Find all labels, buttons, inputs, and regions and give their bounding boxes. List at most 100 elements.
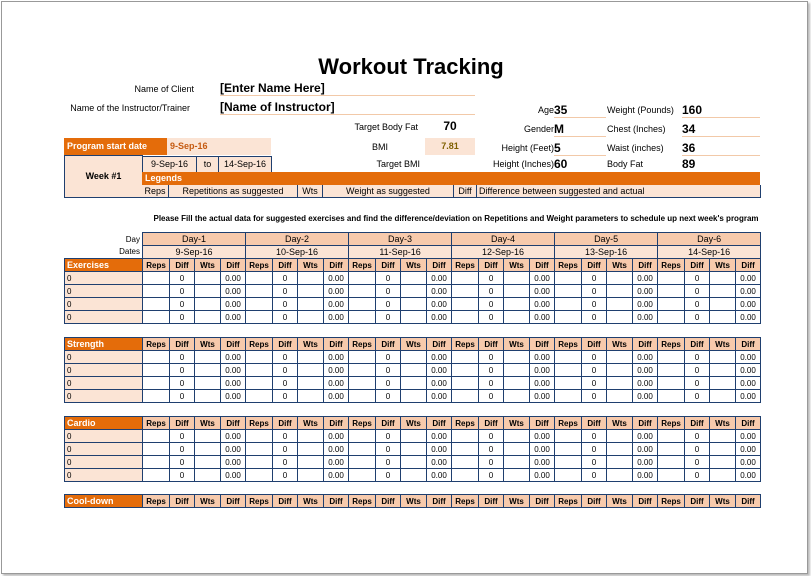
reps-cell[interactable] [554,376,582,390]
wts-cell[interactable] [606,284,634,298]
reps-cell[interactable] [348,468,376,482]
wts-cell[interactable] [503,389,530,403]
reps-cell[interactable] [657,376,685,390]
reps-cell[interactable] [142,363,170,377]
wts-cell[interactable] [400,455,427,469]
reps-cell[interactable] [348,363,376,377]
wts-cell[interactable] [297,310,325,324]
wts-cell[interactable] [194,297,221,311]
reps-cell[interactable] [657,363,685,377]
reps-cell[interactable] [451,468,479,482]
wts-cell[interactable] [400,350,427,364]
wts-cell[interactable] [297,350,324,364]
wts-cell[interactable] [297,429,324,443]
reps-cell[interactable] [348,429,376,443]
reps-cell[interactable] [142,271,170,285]
wts-cell[interactable] [606,376,633,390]
exercise-name-cell[interactable]: 0 [64,310,143,324]
exercise-name-cell[interactable]: 0 [64,284,143,298]
reps-cell[interactable] [451,429,479,443]
wts-cell[interactable] [503,455,530,469]
reps-cell[interactable] [554,310,583,324]
reps-cell[interactable] [657,455,685,469]
reps-cell[interactable] [245,350,273,364]
stat-value[interactable]: 5 [554,141,606,156]
reps-cell[interactable] [657,468,685,482]
wts-cell[interactable] [709,363,736,377]
wts-cell[interactable] [503,350,530,364]
wts-cell[interactable] [503,284,531,298]
reps-cell[interactable] [245,389,273,403]
wts-cell[interactable] [194,455,221,469]
reps-cell[interactable] [451,297,480,311]
wts-cell[interactable] [297,297,325,311]
reps-cell[interactable] [142,376,170,390]
reps-cell[interactable] [451,389,479,403]
wts-cell[interactable] [297,284,325,298]
wts-cell[interactable] [709,376,736,390]
wts-cell[interactable] [503,429,530,443]
week-to-date[interactable]: 14-Sep-16 [218,156,272,173]
client-name-field[interactable]: [Enter Name Here] [220,81,475,96]
exercise-name-cell[interactable]: 0 [64,271,143,285]
reps-cell[interactable] [245,376,273,390]
wts-cell[interactable] [606,297,634,311]
reps-cell[interactable] [451,363,479,377]
reps-cell[interactable] [657,350,685,364]
wts-cell[interactable] [297,376,324,390]
wts-cell[interactable] [606,310,634,324]
wts-cell[interactable] [606,363,633,377]
wts-cell[interactable] [606,468,633,482]
reps-cell[interactable] [348,284,377,298]
reps-cell[interactable] [348,455,376,469]
exercise-name-cell[interactable]: 0 [64,350,143,364]
reps-cell[interactable] [348,376,376,390]
reps-cell[interactable] [657,297,686,311]
reps-cell[interactable] [245,297,274,311]
wts-cell[interactable] [194,350,221,364]
wts-cell[interactable] [606,389,633,403]
wts-cell[interactable] [297,389,324,403]
wts-cell[interactable] [503,297,531,311]
exercise-name-cell[interactable]: 0 [64,389,143,403]
wts-cell[interactable] [709,442,736,456]
exercise-name-cell[interactable]: 0 [64,376,143,390]
reps-cell[interactable] [142,442,170,456]
reps-cell[interactable] [245,363,273,377]
reps-cell[interactable] [348,442,376,456]
reps-cell[interactable] [451,284,480,298]
reps-cell[interactable] [142,455,170,469]
stat-value[interactable]: 35 [554,103,606,118]
reps-cell[interactable] [142,468,170,482]
wts-cell[interactable] [400,310,428,324]
wts-cell[interactable] [503,363,530,377]
wts-cell[interactable] [194,468,221,482]
reps-cell[interactable] [245,468,273,482]
wts-cell[interactable] [606,429,633,443]
wts-cell[interactable] [297,271,325,285]
wts-cell[interactable] [194,363,221,377]
wts-cell[interactable] [400,363,427,377]
reps-cell[interactable] [451,376,479,390]
stat-value[interactable]: 34 [682,122,760,137]
reps-cell[interactable] [554,363,582,377]
exercise-name-cell[interactable]: 0 [64,429,143,443]
reps-cell[interactable] [245,284,274,298]
exercise-name-cell[interactable]: 0 [64,455,143,469]
wts-cell[interactable] [297,455,324,469]
wts-cell[interactable] [194,310,221,324]
wts-cell[interactable] [503,310,531,324]
reps-cell[interactable] [554,429,582,443]
reps-cell[interactable] [657,271,686,285]
wts-cell[interactable] [503,376,530,390]
stat-value[interactable]: M [554,122,606,137]
reps-cell[interactable] [245,271,274,285]
week-from-date[interactable]: 9-Sep-16 [142,156,197,173]
wts-cell[interactable] [503,442,530,456]
reps-cell[interactable] [657,429,685,443]
wts-cell[interactable] [709,455,736,469]
reps-cell[interactable] [348,271,377,285]
stat-value[interactable]: 89 [682,157,696,171]
wts-cell[interactable] [709,350,736,364]
wts-cell[interactable] [503,271,531,285]
